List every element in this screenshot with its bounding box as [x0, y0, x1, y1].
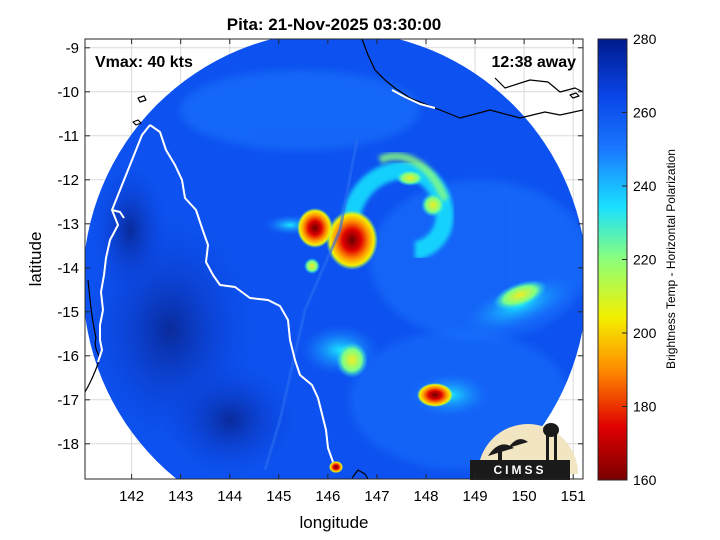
coastline-inside — [97, 124, 151, 363]
logo-dish — [508, 439, 528, 448]
y-tick-label: -10 — [57, 84, 79, 101]
coastline-outside — [361, 39, 583, 119]
y-tick-label: -16 — [57, 348, 79, 365]
storm-cell-small — [329, 461, 343, 473]
y-tick-label: -12 — [57, 172, 79, 189]
storm-cell-small — [304, 258, 320, 274]
x-axis-ticks: 142 143 144 145 146 147 148 149 150 151 — [119, 39, 586, 505]
cimss-logo: CIMSS — [470, 423, 578, 480]
y-tick-label: -13 — [57, 216, 79, 233]
colorbar-tick-label: 240 — [633, 178, 657, 194]
logo-tower — [546, 432, 549, 462]
x-tick-label: 142 — [119, 488, 144, 505]
light-band — [180, 70, 420, 150]
x-tick-label: 149 — [463, 488, 488, 505]
coastline-outside — [85, 279, 101, 393]
logo-tower — [554, 432, 557, 462]
scan-seam — [263, 139, 359, 471]
coastline-inside — [149, 124, 334, 463]
colorbar-tick-label: 220 — [633, 252, 657, 268]
colorbar-ticks: 280 260 240 220 200 180 160 — [622, 31, 657, 488]
convective-cell — [493, 280, 547, 310]
time-away-label: 12:38 away — [491, 54, 576, 71]
land-dark-region — [90, 160, 170, 300]
colorbar-tick-label: 200 — [633, 325, 657, 341]
colorbar-tick-label: 160 — [633, 472, 657, 488]
colorbar-tick-label: 280 — [633, 31, 657, 47]
coastline-outside — [351, 469, 369, 479]
vmax-label: Vmax: 40 kts — [95, 54, 193, 71]
x-tick-label: 143 — [168, 488, 193, 505]
x-tick-label: 147 — [364, 488, 389, 505]
logo-text: CIMSS — [493, 463, 546, 477]
x-tick-label: 151 — [561, 488, 586, 505]
x-tick-label: 150 — [512, 488, 537, 505]
x-tick-label: 148 — [413, 488, 438, 505]
convective-cell — [396, 170, 424, 186]
y-tick-label: -17 — [57, 392, 79, 409]
y-tick-label: -14 — [57, 260, 79, 277]
x-tick-label: 145 — [266, 488, 291, 505]
x-axis-label: longitude — [299, 513, 368, 532]
convective-cell — [421, 193, 445, 217]
y-tick-label: -9 — [66, 40, 79, 57]
y-axis-label: latitude — [26, 232, 45, 287]
figure-title: Pita: 21-Nov-2025 03:30:00 — [227, 15, 442, 34]
logo-tower-tank — [543, 423, 559, 437]
x-tick-label: 146 — [315, 488, 340, 505]
coastline-inside — [391, 89, 436, 109]
logo-dish-stand — [498, 450, 502, 462]
colorbar-label: Brightness Temp - Horizontal Polarizatio… — [664, 149, 678, 369]
y-axis-ticks: -9 -10 -11 -12 -13 -14 -15 -16 -17 -18 — [57, 40, 583, 453]
rain-band — [378, 152, 449, 202]
island-outline — [132, 119, 142, 126]
storm-cell-south — [417, 383, 453, 407]
land-dark-region — [160, 360, 300, 479]
colorbar-tick-label: 180 — [633, 399, 657, 415]
y-tick-label: -18 — [57, 436, 79, 453]
convective-cell — [336, 342, 368, 378]
storm-core — [326, 210, 378, 270]
plot-frame — [84, 38, 584, 480]
colorbar-tick-label: 260 — [633, 105, 657, 121]
island-outline — [137, 95, 147, 103]
coastlines — [85, 39, 583, 479]
y-tick-label: -11 — [58, 128, 79, 145]
y-tick-label: -15 — [57, 304, 79, 321]
storm-core-secondary — [297, 208, 333, 248]
microwave-swath — [85, 39, 583, 479]
logo-ground — [470, 460, 570, 480]
coastline-inside — [111, 209, 125, 219]
coastline-outside — [494, 77, 583, 93]
island-outline — [569, 92, 580, 99]
x-tick-label: 144 — [217, 488, 242, 505]
